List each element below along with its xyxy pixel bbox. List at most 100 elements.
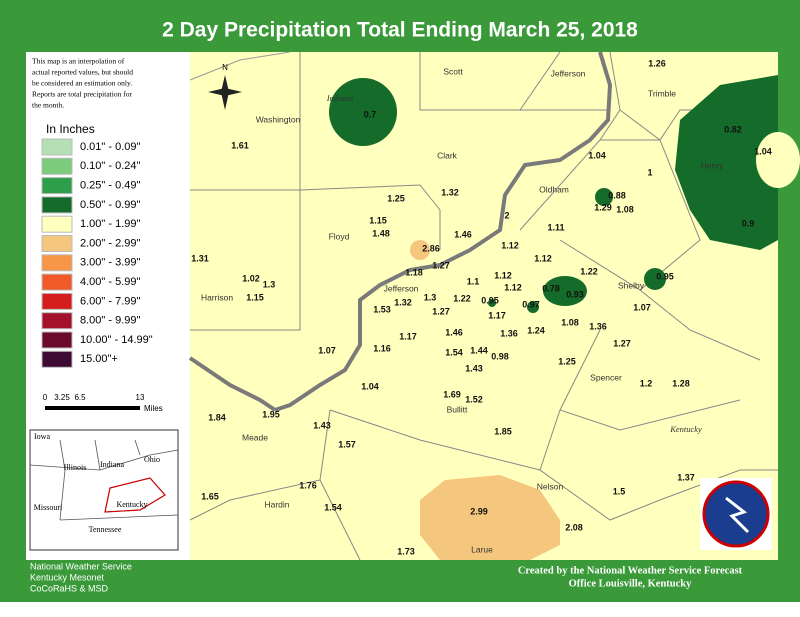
scale-label: 6.5 — [74, 393, 86, 402]
state-label: Indiana — [326, 93, 353, 103]
station-value: 1.32 — [441, 187, 459, 197]
inset-map — [29, 429, 179, 551]
station-value: 1.5 — [613, 486, 626, 496]
county-label: Jefferson — [551, 68, 586, 78]
station-value: 1.12 — [534, 253, 552, 263]
station-value: 1.44 — [470, 345, 488, 355]
station-value: 2 — [504, 210, 509, 220]
station-value: 0.7 — [364, 109, 377, 119]
inset-label: Ohio — [144, 455, 160, 464]
note-line: Reports are total precipitation for — [32, 90, 132, 99]
station-value: 1.15 — [369, 215, 387, 225]
station-value: 1.3 — [263, 279, 276, 289]
legend-swatch — [41, 350, 73, 368]
station-value: 0.78 — [542, 283, 560, 293]
station-value: 1.65 — [201, 491, 219, 501]
county-label: Bullitt — [447, 404, 468, 414]
county-label: Washington — [256, 114, 301, 124]
legend-swatch — [41, 331, 73, 349]
note-line: the month. — [32, 101, 64, 110]
station-value: 1.17 — [488, 310, 506, 320]
station-value: 2.99 — [470, 506, 488, 516]
station-value: 1.32 — [394, 297, 412, 307]
county-label: Trimble — [648, 88, 676, 98]
county-label: Oldham — [539, 184, 569, 194]
station-value: 0.95 — [481, 295, 499, 305]
station-value: 1.46 — [454, 229, 472, 239]
station-value: 1.54 — [324, 502, 342, 512]
legend-swatch — [41, 177, 73, 195]
station-value: 1.25 — [387, 193, 405, 203]
county-label: Clark — [437, 150, 458, 160]
inset-label: Iowa — [34, 432, 50, 441]
legend-swatch — [41, 196, 73, 214]
county-label: Henry — [701, 160, 724, 170]
station-value: 1.12 — [504, 282, 522, 292]
county-label: Larue — [471, 544, 493, 554]
station-value: 1.11 — [547, 222, 564, 232]
legend-label: 10.00" - 14.99" — [80, 334, 153, 346]
station-value: 1.1 — [467, 276, 480, 286]
station-value: 0.95 — [656, 271, 674, 281]
station-value: 1.26 — [648, 58, 666, 68]
legend-label: 4.00" - 5.99" — [80, 276, 140, 288]
inset-label: Kentucky — [116, 500, 147, 509]
footer-right: Office Louisville, Kentucky — [569, 578, 693, 589]
ohio-river-west — [188, 356, 277, 412]
county-label: Scott — [443, 66, 463, 76]
scale-bar — [45, 406, 140, 410]
station-value: 1.37 — [677, 472, 695, 482]
legend-label: 8.00" - 9.99" — [80, 315, 140, 327]
station-value: 1.3 — [424, 292, 437, 302]
legend-swatch — [41, 235, 73, 252]
station-value: 0.9 — [742, 218, 755, 228]
station-value: 1.54 — [445, 347, 463, 357]
legend-label: 3.00" - 3.99" — [80, 257, 140, 269]
station-value: 1.16 — [373, 343, 391, 353]
station-value: 0.98 — [491, 351, 509, 361]
station-value: 1.27 — [432, 306, 450, 316]
station-value: 1.12 — [501, 240, 519, 250]
station-value: 1.53 — [373, 304, 391, 314]
legend-label: 0.10" - 0.24" — [80, 160, 140, 172]
station-value: 1.2 — [640, 378, 653, 388]
footer-left: CoCoRaHS & MSD — [30, 583, 109, 593]
station-value: 1.24 — [527, 325, 545, 335]
station-value: 1.07 — [633, 302, 651, 312]
station-value: 1.15 — [246, 292, 264, 302]
legend-swatch — [41, 292, 73, 310]
legend-label: 1.00" - 1.99" — [80, 218, 140, 230]
inset-area — [104, 477, 166, 513]
station-value: 1.36 — [500, 328, 518, 338]
legend-swatch — [41, 138, 73, 156]
footer-right: Created by the National Weather Service … — [518, 565, 743, 576]
station-value: 0.93 — [566, 289, 584, 299]
station-value: 1.22 — [580, 266, 598, 276]
county-label: Jefferson — [384, 283, 419, 293]
logo-bolt — [725, 496, 750, 534]
note-line: actual reported values, but should — [32, 68, 133, 77]
ohio-river — [274, 51, 613, 412]
station-value: 1.95 — [262, 409, 280, 419]
legend-swatch — [41, 254, 73, 272]
inset-label: Indiana — [100, 460, 124, 469]
station-value: 1.31 — [191, 253, 209, 263]
north-label: N — [222, 63, 228, 72]
legend-swatch — [41, 312, 73, 330]
map-shapes — [189, 51, 778, 561]
station-value: 1.84 — [208, 412, 226, 422]
station-value: 1.36 — [589, 321, 607, 331]
station-value: 1.04 — [588, 150, 606, 160]
scale-label: 13 — [136, 393, 145, 402]
station-value: 1.43 — [465, 363, 483, 373]
station-value: 1.02 — [242, 273, 260, 283]
station-value: 1.18 — [405, 267, 423, 277]
green-areas — [329, 75, 778, 313]
legend-label: 6.00" - 7.99" — [80, 295, 140, 307]
county-label: Hardin — [264, 499, 289, 509]
station-value: 1.48 — [372, 228, 390, 238]
station-value: 1.76 — [299, 480, 317, 490]
inset-label: Missouri — [34, 503, 63, 512]
station-value: 2.08 — [565, 522, 583, 532]
